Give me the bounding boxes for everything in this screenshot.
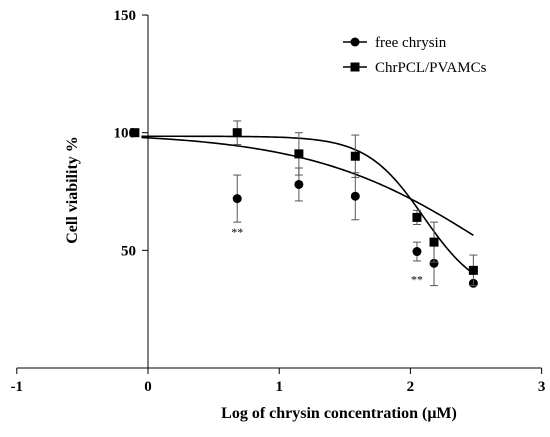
point-chrpcl-pvamcs — [232, 128, 242, 138]
point-chrpcl-pvamcs — [429, 237, 439, 247]
legend-marker-circle — [350, 37, 360, 47]
fit-curves — [141, 135, 474, 275]
significance-marker: ** — [411, 272, 423, 286]
fit-curve-free-chrysin — [141, 136, 474, 236]
fit-curve-chrpcl-pvamcs — [141, 135, 474, 275]
point-chrpcl-pvamcs — [468, 265, 478, 275]
point-chrpcl-pvamcs — [412, 212, 422, 222]
legend: free chrysin ChrPCL/PVAMCs — [343, 35, 487, 76]
point-chrpcl-pvamcs — [294, 149, 304, 159]
significance-annotations: ** ** — [231, 225, 423, 286]
point-chrpcl-pvamcs — [350, 151, 360, 161]
legend-label: ChrPCL/PVAMCs — [375, 60, 487, 76]
point-free-chrysin — [350, 191, 360, 201]
x-tick-label: 1 — [275, 379, 283, 395]
y-tick-label: 50 — [121, 243, 136, 259]
legend-label: free chrysin — [375, 35, 447, 51]
data-marks — [130, 120, 478, 288]
x-tick-label: 2 — [407, 379, 415, 395]
x-axis-title: Log of chrysin concentration (μM) — [221, 405, 457, 422]
legend-marker-square — [350, 62, 360, 72]
point-free-chrysin — [429, 258, 439, 268]
x-tick-label: 3 — [538, 379, 546, 395]
point-free-chrysin — [232, 194, 242, 204]
x-tick-label: -1 — [11, 379, 24, 395]
point-free-chrysin — [412, 247, 422, 257]
y-tick-label: 150 — [114, 8, 137, 24]
point-chrpcl-pvamcs — [130, 128, 140, 138]
y-axis-title: Cell viability % — [64, 136, 81, 244]
significance-marker: ** — [231, 225, 243, 239]
point-free-chrysin — [294, 179, 304, 189]
y-tick-label: 100 — [114, 126, 137, 142]
axes: -1 0 1 2 3 50 100 150 — [11, 8, 546, 395]
x-tick-label: 0 — [144, 379, 152, 395]
